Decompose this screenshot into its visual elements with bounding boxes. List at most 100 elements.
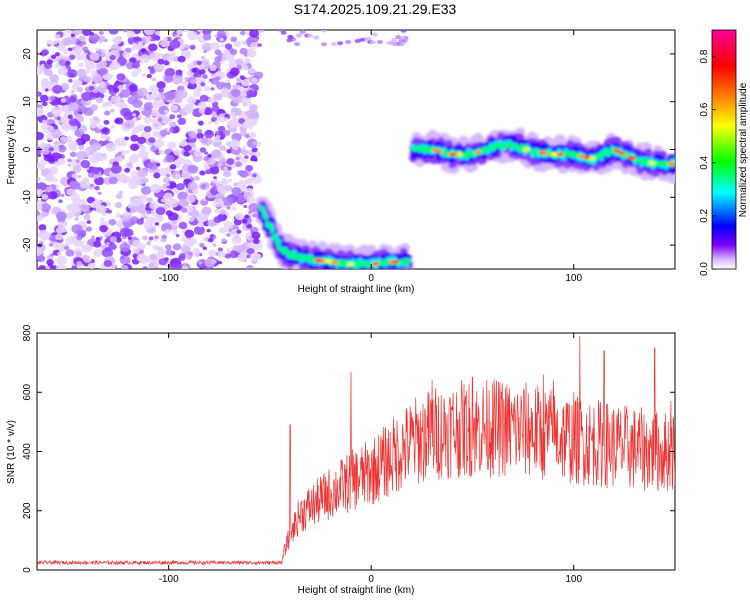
- noise-blob: [178, 221, 188, 230]
- noise-blob: [158, 149, 165, 155]
- noise-blob: [233, 40, 242, 48]
- noise-blob: [150, 110, 160, 117]
- noise-blob: [203, 85, 211, 92]
- noise-blob: [79, 203, 90, 213]
- noise-blob: [164, 90, 176, 101]
- noise-blob: [181, 237, 187, 243]
- noise-blob: [197, 30, 203, 33]
- noise-blob: [56, 255, 68, 265]
- noise-blob: [130, 153, 140, 161]
- noise-blob: [41, 123, 49, 131]
- noise-blob: [216, 134, 221, 139]
- noise-blob: [73, 79, 82, 86]
- noise-blob: [204, 258, 215, 268]
- spectrogram-x-tick-label: 0: [368, 273, 374, 284]
- noise-blob: [115, 193, 123, 200]
- ridge-cell: [382, 268, 386, 269]
- noise-blob: [166, 55, 175, 63]
- noise-blob: [257, 43, 262, 47]
- ridge-cell: [399, 272, 409, 282]
- noise-blob: [81, 91, 93, 102]
- noise-blob: [123, 211, 130, 217]
- noise-blob: [128, 84, 138, 92]
- ridge-cell: [273, 237, 278, 242]
- spectrogram-noise-field: [37, 30, 409, 269]
- noise-blob: [345, 39, 352, 44]
- noise-blob: [113, 98, 125, 108]
- noise-blob: [101, 127, 109, 134]
- noise-blob: [87, 172, 95, 178]
- noise-blob: [98, 30, 104, 35]
- noise-blob: [101, 211, 108, 217]
- noise-blob: [189, 44, 196, 50]
- noise-blob: [37, 203, 43, 211]
- noise-blob: [127, 236, 132, 240]
- noise-blob: [100, 134, 107, 139]
- noise-blob: [76, 235, 83, 241]
- noise-blob: [119, 150, 127, 157]
- noise-blob: [60, 193, 65, 197]
- noise-blob: [110, 164, 122, 174]
- noise-blob: [286, 38, 293, 43]
- noise-blob: [114, 201, 123, 209]
- noise-blob: [54, 52, 60, 57]
- noise-blob: [400, 30, 407, 33]
- noise-blob: [91, 69, 98, 76]
- noise-blob: [189, 103, 195, 108]
- noise-blob: [119, 242, 131, 252]
- noise-blob: [142, 235, 148, 241]
- noise-blob: [124, 136, 130, 141]
- ridge-cell: [555, 134, 566, 145]
- noise-blob: [246, 254, 251, 259]
- ridge-peak: [347, 262, 355, 266]
- noise-blob: [159, 129, 168, 137]
- noise-blob: [93, 248, 104, 257]
- noise-blob: [250, 41, 260, 50]
- noise-blob: [231, 235, 242, 245]
- noise-blob: [57, 251, 62, 256]
- ridge-cell: [566, 140, 575, 149]
- noise-blob: [60, 118, 67, 124]
- noise-blob: [177, 114, 182, 119]
- noise-blob: [235, 58, 244, 66]
- noise-blob: [49, 74, 60, 83]
- noise-blob: [143, 221, 153, 230]
- noise-blob: [78, 179, 90, 189]
- noise-blob: [87, 262, 96, 269]
- noise-blob: [67, 69, 78, 78]
- noise-blob: [241, 40, 248, 46]
- noise-blob: [105, 242, 110, 246]
- snr-x-tick-label: -100: [159, 574, 179, 585]
- noise-blob: [94, 186, 100, 191]
- ridge-peak: [618, 151, 626, 155]
- noise-blob: [179, 44, 186, 49]
- noise-blob: [126, 30, 136, 38]
- noise-blob: [155, 251, 165, 260]
- colorbar-tick-label: 0.0: [699, 262, 710, 276]
- noise-blob: [41, 194, 49, 200]
- noise-blob: [82, 230, 87, 234]
- noise-blob: [330, 41, 337, 46]
- ridge-peak: [627, 155, 635, 160]
- noise-blob: [78, 42, 84, 47]
- noise-blob: [69, 151, 77, 158]
- noise-blob: [224, 43, 233, 50]
- noise-blob: [41, 119, 48, 125]
- noise-blob: [165, 182, 171, 187]
- noise-blob: [95, 47, 100, 52]
- noise-blob: [70, 90, 75, 94]
- noise-blob: [68, 118, 79, 127]
- noise-blob: [165, 210, 173, 217]
- noise-blob: [37, 255, 46, 262]
- noise-blob: [208, 97, 216, 104]
- noise-blob: [73, 46, 83, 54]
- noise-blob: [236, 157, 240, 161]
- noise-blob: [56, 211, 67, 221]
- noise-blob: [89, 183, 94, 187]
- noise-blob: [205, 169, 212, 175]
- noise-blob: [37, 182, 47, 191]
- noise-blob: [119, 227, 131, 237]
- snr-x-tick-label: 0: [368, 574, 374, 585]
- noise-blob: [213, 216, 222, 224]
- noise-blob: [183, 107, 189, 113]
